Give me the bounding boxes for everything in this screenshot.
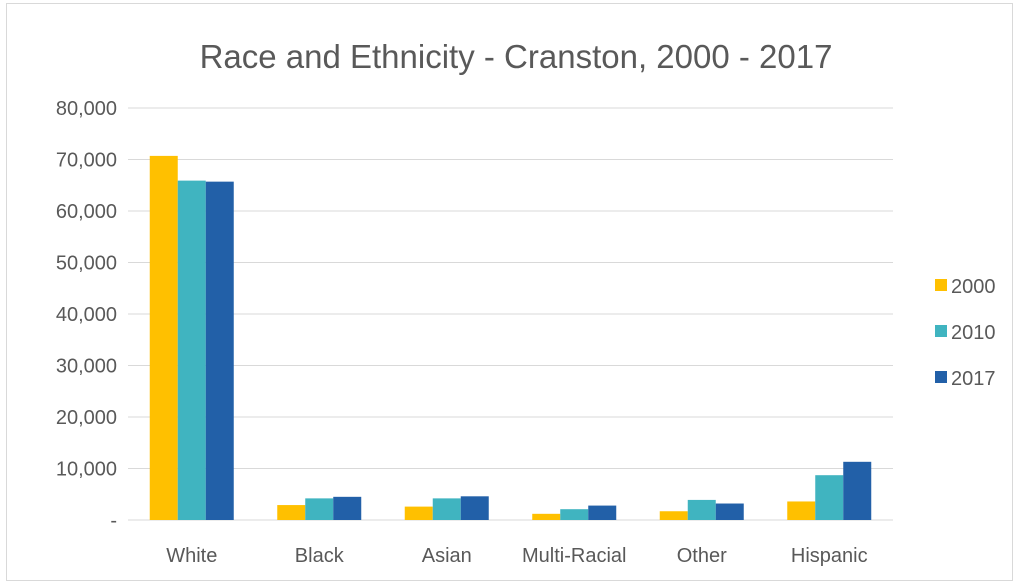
y-axis-ticks: - 10,000 20,000 30,000 40,000 50,000 60,000 70,… (56, 98, 117, 532)
bar-2000-black (277, 505, 306, 520)
y-tick-label: 50,000 (56, 253, 117, 275)
x-category-label: Other (677, 545, 727, 567)
legend-swatch-2010 (935, 325, 947, 337)
bar-2017-multi-racial (588, 505, 617, 520)
y-tick-label: 30,000 (56, 356, 117, 378)
y-tick-label: - (110, 510, 117, 532)
bar-2010-multi-racial (560, 509, 589, 520)
y-tick-label: 60,000 (56, 201, 117, 223)
bar-2000-hispanic (787, 501, 816, 520)
y-tick-label: 20,000 (56, 407, 117, 429)
bar-2000-white (149, 155, 178, 520)
bar-2017-black (333, 496, 362, 520)
x-axis-categories: White Black Asian Multi-Racial Other Hispanic (166, 545, 867, 567)
bars (149, 155, 872, 521)
legend-label-2017: 2017 (951, 368, 996, 390)
x-category-label: Hispanic (791, 545, 868, 567)
legend-label-2010: 2010 (951, 322, 996, 344)
x-category-label: White (166, 545, 217, 567)
x-category-label: Black (295, 545, 345, 567)
bar-2017-white (205, 181, 234, 520)
y-tick-label: 70,000 (56, 150, 117, 172)
bar-2000-multi-racial (532, 513, 561, 520)
bar-2010-asian (432, 498, 461, 520)
bar-2010-hispanic (815, 475, 844, 520)
x-category-label: Multi-Racial (522, 545, 626, 567)
legend-label-2000: 2000 (951, 276, 996, 298)
bar-2010-other (687, 499, 716, 520)
bar-2017-hispanic (843, 461, 872, 520)
bar-2017-other (715, 503, 744, 520)
x-category-label: Asian (422, 545, 472, 567)
y-tick-label: 40,000 (56, 304, 117, 326)
bar-2010-white (177, 180, 206, 521)
bar-2017-asian (460, 496, 489, 520)
legend-swatch-2017 (935, 371, 947, 383)
y-tick-label: 10,000 (56, 459, 117, 481)
chart-title: Race and Ethnicity - Cranston, 2000 - 20… (200, 38, 833, 75)
bar-2000-other (659, 511, 688, 520)
bar-2010-black (305, 498, 334, 520)
y-tick-label: 80,000 (56, 98, 117, 120)
gridlines (128, 107, 893, 521)
bar-2000-asian (404, 506, 433, 520)
legend: 2000 2010 2017 (935, 276, 996, 390)
legend-swatch-2000 (935, 279, 947, 291)
